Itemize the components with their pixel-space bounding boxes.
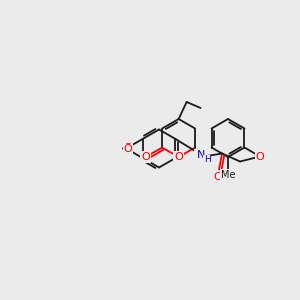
- Text: O: O: [123, 142, 132, 152]
- Text: H: H: [204, 155, 210, 164]
- Text: H: H: [195, 149, 203, 160]
- Text: O: O: [141, 152, 150, 162]
- Text: N: N: [197, 151, 205, 160]
- Text: O: O: [174, 152, 183, 162]
- Text: O: O: [123, 144, 132, 154]
- Text: O: O: [214, 172, 222, 182]
- Text: O: O: [256, 152, 264, 161]
- Text: Me: Me: [221, 170, 235, 180]
- Text: N: N: [195, 149, 203, 160]
